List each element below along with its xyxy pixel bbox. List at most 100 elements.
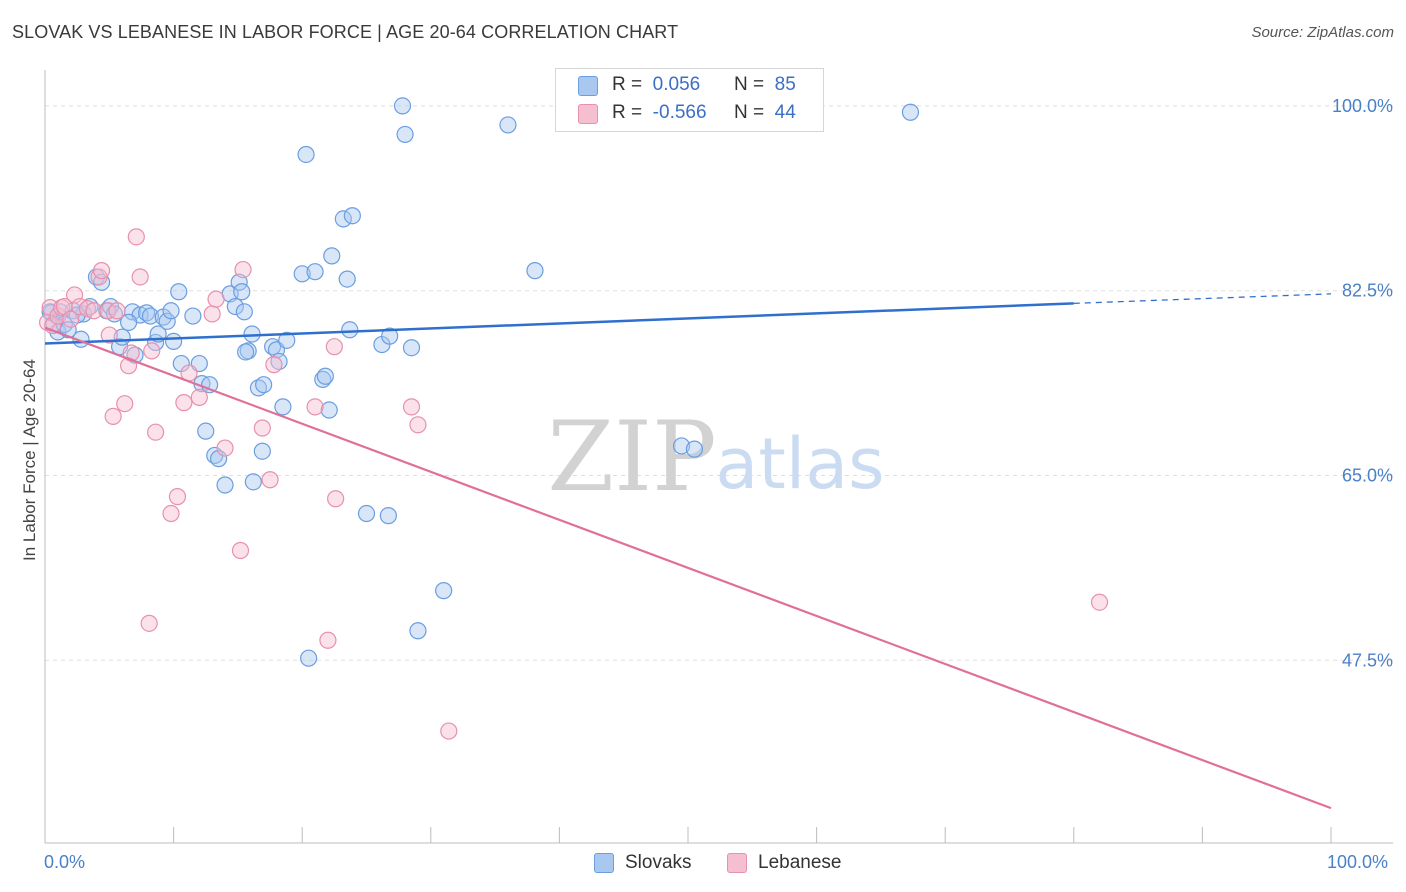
lebanese-point — [234, 260, 252, 279]
slovak-point — [320, 401, 338, 419]
slovak-point — [253, 442, 271, 460]
slovak-point — [197, 422, 215, 440]
lebanese-point — [38, 313, 57, 331]
slovak-point — [233, 283, 251, 301]
y-tick-label-2: 82.5% — [1342, 281, 1393, 301]
lebanese-point — [108, 302, 126, 320]
slovak-point — [270, 352, 288, 371]
lebanese-point — [325, 338, 343, 356]
slovak-point — [379, 507, 397, 525]
slovak-point — [526, 262, 544, 280]
slovak-point — [119, 313, 138, 331]
slovak-point — [338, 270, 356, 288]
y-tick-label-1: 65.0% — [1342, 466, 1393, 486]
series-label-slovaks: Slovaks — [625, 852, 692, 873]
slovak-point — [343, 207, 361, 225]
slovak-point — [314, 370, 332, 389]
y-tick-label-0: 47.5% — [1342, 650, 1393, 670]
lebanese-point — [207, 290, 225, 308]
correlation-legend: R = 0.056 N = 85 R = -0.566 N = 44 — [555, 68, 824, 132]
lebanese-point — [146, 423, 165, 441]
slovak-point — [210, 450, 228, 468]
gridlines — [45, 105, 1393, 661]
slovak-point — [216, 476, 234, 494]
slovak-point — [672, 437, 691, 455]
slovak-point — [334, 210, 352, 228]
legend-r-value: -0.566 — [652, 102, 707, 123]
lebanese-point — [99, 302, 117, 320]
legend-r-label: R = — [612, 74, 643, 95]
lebanese-points — [38, 228, 1109, 740]
source-label: Source: ZipAtlas.com — [1251, 24, 1394, 41]
slovak-point — [323, 247, 341, 265]
series-swatch-lebanese — [727, 853, 747, 873]
slovak-trend-line — [44, 302, 1074, 345]
legend-n-value: 85 — [774, 74, 796, 95]
lebanese-point — [319, 631, 337, 649]
lebanese-point — [409, 416, 427, 434]
lebanese-point — [100, 326, 118, 344]
slovak-point — [306, 263, 324, 281]
slovak-point — [297, 145, 315, 164]
lebanese-point — [203, 305, 221, 323]
legend-n-label: N = — [734, 74, 765, 95]
lebanese-point — [62, 310, 80, 328]
slovak-point — [165, 332, 183, 350]
axes — [44, 70, 1393, 844]
lebanese-point — [104, 407, 122, 425]
x-tick-label-max: 100.0% — [1327, 852, 1389, 872]
lebanese-point — [216, 439, 234, 457]
slovak-point — [170, 283, 188, 301]
x-tick-label-min: 0.0% — [44, 852, 86, 872]
legend-r-label: R = — [612, 102, 643, 123]
lebanese-point — [253, 419, 271, 437]
lebanese-point — [190, 388, 208, 406]
slovak-point — [357, 504, 376, 523]
slovak-points — [41, 97, 920, 667]
watermark-zip: ZIP — [547, 401, 716, 513]
lebanese-point — [261, 471, 279, 489]
lebanese-point — [327, 490, 345, 508]
series-swatch-slovaks — [594, 853, 614, 873]
legend-swatch-lebanese — [578, 104, 598, 124]
y-tick-label-3: 100.0% — [1332, 96, 1393, 116]
y-tick-labels: 47.5% 65.0% 82.5% 100.0% — [1332, 96, 1393, 670]
lebanese-point — [143, 342, 161, 360]
legend-n-label: N = — [734, 102, 765, 123]
slovak-point — [255, 376, 273, 394]
slovak-point — [274, 398, 292, 416]
slovak-point — [300, 649, 318, 667]
slovak-point — [435, 582, 453, 600]
slovak-point — [381, 327, 399, 345]
slovak-point — [396, 125, 414, 144]
legend-n-lebanese: N = 44 — [734, 102, 796, 124]
lebanese-point — [116, 395, 134, 413]
slovak-point — [901, 103, 920, 121]
lebanese-point — [131, 268, 149, 286]
lebanese-point — [127, 228, 145, 246]
lebanese-point — [49, 307, 67, 325]
watermark-atlas: atlas — [715, 423, 884, 505]
legend-r-slovaks: R = 0.056 — [612, 74, 700, 96]
lebanese-point — [85, 302, 103, 320]
lebanese-point — [265, 356, 283, 374]
slovak-point — [293, 265, 311, 283]
slovak-point — [402, 339, 421, 357]
lebanese-point — [140, 614, 158, 632]
legend-swatch-slovaks — [578, 76, 598, 96]
series-label-lebanese: Lebanese — [758, 852, 842, 873]
legend-n-slovaks: N = 85 — [734, 74, 796, 96]
chart-title: SLOVAK VS LEBANESE IN LABOR FORCE | AGE … — [12, 22, 679, 42]
slovak-point — [341, 321, 359, 339]
slovak-point — [158, 312, 176, 330]
lebanese-point — [306, 398, 324, 416]
slovak-point — [162, 302, 180, 320]
legend-r-value: 0.056 — [652, 74, 701, 95]
lebanese-point — [162, 504, 180, 523]
legend-n-value: 44 — [774, 102, 796, 123]
slovak-point — [249, 379, 268, 397]
slovak-point — [184, 307, 202, 325]
lebanese-point — [1090, 593, 1109, 611]
slovak-point — [685, 440, 704, 458]
